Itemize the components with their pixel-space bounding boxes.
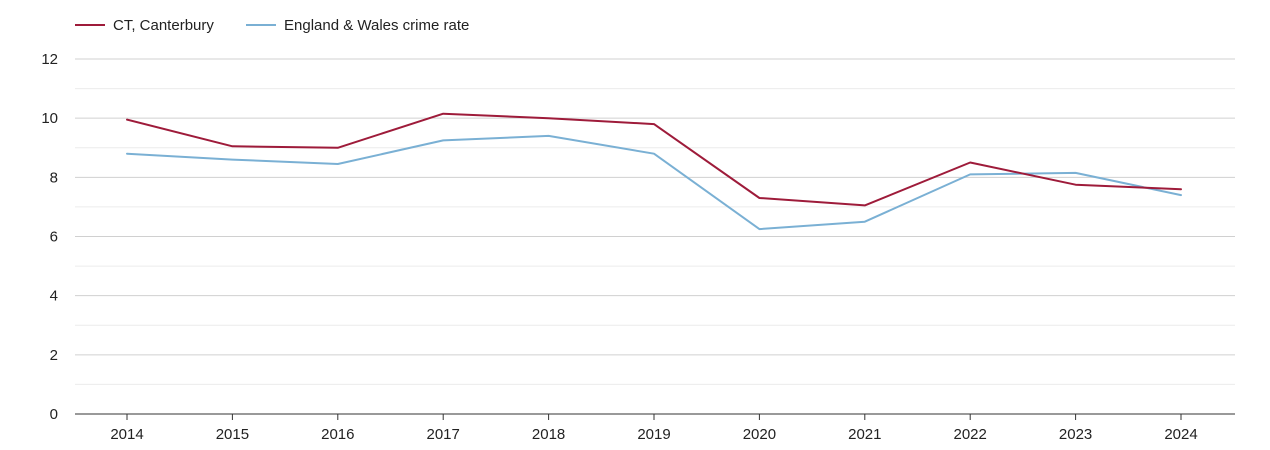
- x-tick-label: 2017: [427, 426, 460, 443]
- x-tick-label: 2016: [321, 426, 354, 443]
- legend-label: CT, Canterbury: [113, 17, 214, 34]
- x-tick-label: 2014: [110, 426, 143, 443]
- y-tick-label: 2: [50, 347, 58, 364]
- x-tick-label: 2023: [1059, 426, 1092, 443]
- x-tick-label: 2024: [1164, 426, 1197, 443]
- x-axis: 2014 2015 2016 2017 2018 2019 2020 2021 2022 2023…: [75, 413, 1235, 443]
- x-tick-label: 2015: [216, 426, 249, 443]
- x-tick-label: 2018: [532, 426, 565, 443]
- y-tick-label: 4: [50, 288, 58, 305]
- x-tick-label: 2022: [954, 426, 987, 443]
- x-tick-label: 2021: [848, 426, 881, 443]
- grid-lines: [75, 58, 1235, 385]
- y-tick-label: 12: [41, 51, 58, 68]
- y-tick-label: 8: [50, 169, 58, 186]
- y-tick-label: 10: [41, 110, 58, 127]
- y-axis: 0 2 4 6 8 10 12: [41, 51, 58, 423]
- legend-label: England & Wales crime rate: [284, 17, 469, 34]
- series-layer: [126, 112, 1182, 231]
- series-line-england-wales: [126, 134, 1182, 231]
- legend: CT, Canterbury England & Wales crime rate: [75, 17, 469, 34]
- y-tick-label: 6: [50, 229, 58, 246]
- y-tick-label: 0: [50, 406, 58, 423]
- x-tick-label: 2020: [743, 426, 776, 443]
- x-tick-label: 2019: [637, 426, 670, 443]
- series-line-ct-canterbury: [126, 112, 1182, 207]
